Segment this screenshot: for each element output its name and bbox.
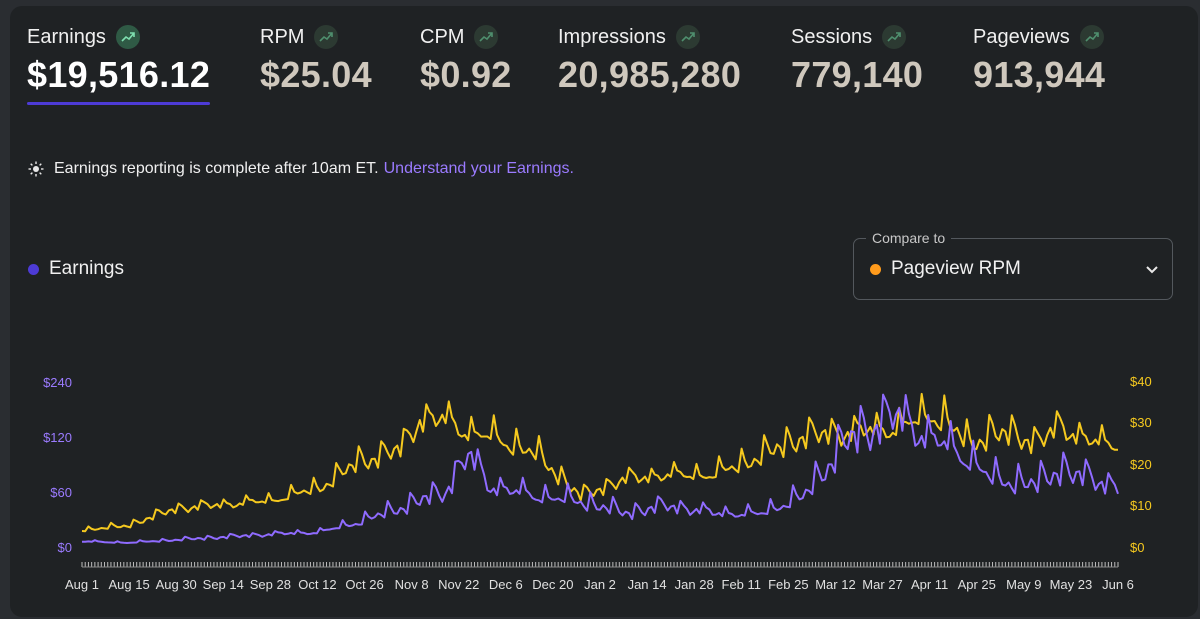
metric-rpm-label: RPM: [260, 25, 305, 48]
metric-sessions-value: 779,140: [791, 54, 924, 95]
y-left-tick-label: $120: [43, 430, 72, 445]
metric-sessions-label: Sessions: [791, 25, 873, 48]
trend-up-icon: [314, 25, 339, 49]
metric-earnings-label: Earnings: [27, 25, 106, 48]
trend-up-icon: [1079, 25, 1104, 49]
metric-pageviews-value: 913,944: [973, 54, 1106, 95]
x-tick-label: Dec 20: [532, 577, 573, 592]
notice-text: Earnings reporting is complete after 10a…: [54, 160, 379, 177]
x-tick-label: Mar 12: [815, 577, 855, 592]
y-right-tick-label: $40: [1130, 374, 1152, 389]
x-tick-label: Apr 25: [958, 577, 996, 592]
trend-up-icon: [675, 25, 700, 49]
x-tick-label: Oct 12: [298, 577, 336, 592]
metric-pageviews-label: Pageviews: [973, 25, 1070, 48]
x-tick-label: Feb 25: [768, 577, 808, 592]
x-tick-label: May 23: [1050, 577, 1093, 592]
x-tick-label: Apr 11: [911, 577, 948, 592]
x-tick-label: Jan 28: [675, 577, 714, 592]
chart-legend: Earnings: [28, 258, 124, 280]
x-tick-label: Feb 11: [722, 577, 762, 592]
x-tick-label: Jan 2: [584, 577, 616, 592]
x-tick-label: Aug 30: [156, 577, 197, 592]
y-left-tick-label: $60: [50, 485, 72, 500]
earnings-chart: $0 $60 $120 $240 $0 $10 $20 $30 $40 Aug 1 Aug 15 Au…: [43, 374, 1152, 592]
metric-cpm-label: CPM: [420, 25, 465, 48]
x-tick-label: Aug 1: [65, 577, 99, 592]
y-right-tick-label: $30: [1130, 415, 1152, 430]
rpm-legend-dot: [870, 263, 881, 275]
x-tick-label: Sep 14: [203, 577, 244, 592]
earnings-panel: Earnings $19,516.12 RPM $25.04 CPM: [10, 6, 1198, 617]
y-left-tick-label: $240: [43, 375, 72, 390]
series-line-pageview-rpm: [81, 392, 1119, 533]
y-left-tick-label: $0: [58, 540, 72, 555]
active-metric-underline: [27, 102, 211, 105]
compare-selected-value: Pageview RPM: [891, 258, 1021, 279]
y-right-tick-label: $0: [1130, 540, 1144, 555]
x-tick-label: Nov 8: [395, 577, 429, 592]
metric-impressions-value: 20,985,280: [558, 54, 742, 95]
x-tick-label: Mar 27: [862, 577, 902, 592]
metric-earnings-value: $19,516.12: [27, 54, 211, 95]
metrics-bar: Earnings $19,516.12 RPM $25.04 CPM: [10, 6, 1198, 116]
legend-earnings-label: Earnings: [49, 258, 124, 279]
metric-earnings[interactable]: Earnings $19,516.12: [27, 24, 211, 105]
earnings-legend-dot: [28, 263, 39, 275]
trend-up-icon: [115, 25, 140, 49]
metric-rpm-value: $25.04: [260, 54, 372, 95]
x-tick-label: Jun 6: [1102, 577, 1134, 592]
metric-impressions[interactable]: Impressions 20,985,280: [558, 24, 741, 96]
x-tick-label: Aug 15: [108, 577, 149, 592]
earnings-notice: Earnings reporting is complete after 10a…: [28, 160, 574, 178]
compare-to-select[interactable]: Compare to Pageview RPM: [853, 230, 1173, 300]
x-tick-label: Jan 14: [628, 577, 667, 592]
metric-cpm[interactable]: CPM $0.92: [420, 24, 512, 96]
compare-to-label: Compare to: [866, 230, 952, 246]
x-tick-label: Sep 28: [250, 577, 291, 592]
chevron-down-icon: [1146, 266, 1158, 274]
metric-impressions-label: Impressions: [558, 25, 666, 48]
trend-up-icon: [882, 25, 907, 49]
metric-pageviews[interactable]: Pageviews 913,944: [973, 24, 1105, 96]
metric-rpm[interactable]: RPM $25.04: [260, 24, 372, 96]
understand-earnings-link[interactable]: Understand your Earnings.: [383, 160, 574, 177]
x-tick-label: Oct 26: [345, 577, 383, 592]
sun-icon: [28, 161, 44, 177]
metric-cpm-value: $0.92: [420, 54, 512, 95]
trend-up-icon: [474, 25, 499, 49]
series-line-earnings: [81, 393, 1119, 544]
y-right-tick-label: $10: [1130, 498, 1152, 513]
x-tick-label: Dec 6: [489, 577, 523, 592]
x-tick-label: May 9: [1006, 577, 1041, 592]
y-right-tick-label: $20: [1130, 457, 1152, 472]
x-tick-label: Nov 22: [438, 577, 479, 592]
metric-sessions[interactable]: Sessions 779,140: [791, 24, 923, 96]
